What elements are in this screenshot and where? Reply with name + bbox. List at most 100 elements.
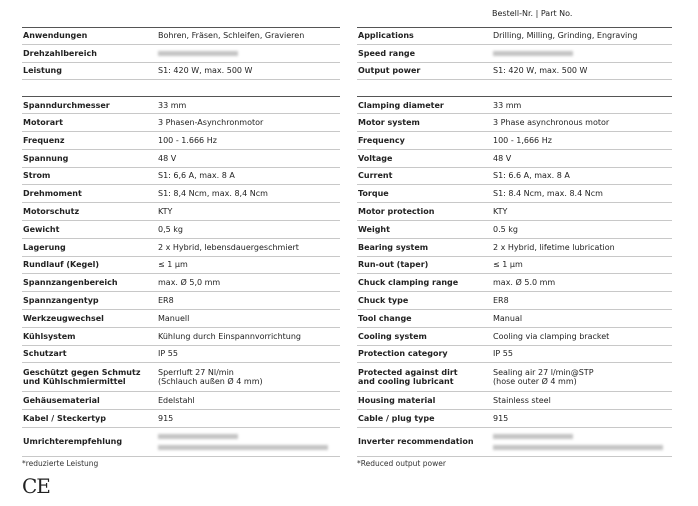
value-line: 3 Phase asynchronous motor [493,118,610,128]
spec-row: Geschützt gegen Schmutz und Kühlschmiermi… [22,363,340,393]
spec-value: IP 55 [158,346,340,363]
spec-value: S1: 8,4 Ncm, max. 8,4 Ncm [158,185,340,202]
value-line: IP 55 [493,349,513,359]
value-line: ≤ 1 µm [158,260,188,270]
ce-mark: CE [22,474,51,498]
label-line: Output power [358,66,421,76]
spec-row: Motor protection KTY [357,203,672,221]
spec-value: 915 [493,410,672,427]
label-line: Spannung [23,153,69,163]
spec-row: Gehäusematerial Edelstahl [22,392,340,411]
footnote: *reduzierte Leistung [22,459,99,468]
label-line: Chuck clamping range [358,278,459,288]
spec-row: Schutzart IP 55 [22,346,340,364]
label-line: Torque [358,189,389,199]
value-line: max. Ø 5,0 mm [158,278,221,288]
spec-value: max. Ø 5.0 mm [493,274,672,291]
spec-label: Tool change [357,310,493,327]
label-line: Werkzeugwechsel [23,313,104,323]
spec-row: Strom S1: 6,6 A, max. 8 A [22,168,340,186]
spec-label: Umrichterempfehlung [22,428,158,456]
spec-value: 48 V [158,150,340,167]
spec-value: Sealing air 27 l/min@STP (hose outer Ø 4 … [493,363,672,391]
spec-label: Applications [357,28,493,44]
label-line: Motor system [358,118,420,128]
label-line: Spannzangenbereich [23,278,118,288]
spec-label: Run-out (taper) [357,257,493,274]
spec-row: Applications Drilling, Milling, Grinding,… [357,27,672,45]
spec-value: Manual [493,310,672,327]
value-line: Cooling via clamping bracket [493,331,610,341]
redacted-value [158,444,328,450]
spec-value: IP 55 [493,346,672,363]
redacted-value [493,444,663,450]
spec-label: Motorschutz [22,203,158,220]
value-line: ER8 [158,296,174,306]
spec-label: Schutzart [22,346,158,363]
value-line: 915 [493,414,509,424]
label-line: Gewicht [23,224,60,234]
spec-value: 2 x Hybrid, lifetime lubrication [493,239,672,256]
spec-label: Drehzahlbereich [22,45,158,62]
value-line: Manual [493,313,523,323]
label-line: Current [358,171,393,181]
spec-label: Drehmoment [22,185,158,202]
value-line: 2 x Hybrid, lebensdauergeschmiert [158,242,299,252]
value-line: S1: 420 W, max. 500 W [158,66,253,76]
spec-value [493,428,672,456]
spec-value: 3 Phase asynchronous motor [493,114,672,131]
spec-row: Gewicht 0,5 kg [22,221,340,239]
spec-value: ER8 [493,292,672,309]
spec-row: Weight 0.5 kg [357,221,672,239]
spec-label: Spannzangenbereich [22,274,158,291]
spec-row: Current S1: 6.6 A, max. 8 A [357,168,672,186]
spec-value [158,45,340,62]
spec-label: Clamping diameter [357,97,493,113]
spec-label: Spannzangentyp [22,292,158,309]
spec-label: Geschützt gegen Schmutz und Kühlschmiermi… [22,363,158,391]
spec-value: 48 V [493,150,672,167]
label-line: Tool change [358,313,412,323]
label-line: Protection category [358,349,448,359]
spec-row: Umrichterempfehlung [22,428,340,457]
label-line: Strom [23,171,51,181]
value-line: S1: 8.4 Ncm, max. 8.4 Ncm [493,189,603,199]
spec-row: Protection category IP 55 [357,346,672,364]
spec-value: Bohren, Fräsen, Schleifen, Gravieren [158,28,340,44]
spec-row: Protected against dirt and cooling lubric… [357,363,672,393]
label-line: Inverter recommendation [358,437,474,447]
spec-row: Frequenz 100 - 1.666 Hz [22,132,340,150]
label-line: Motorart [23,118,63,128]
label-line: Frequenz [23,135,65,145]
spec-row: Cooling system Cooling via clamping brack… [357,328,672,346]
value-line: (hose outer Ø 4 mm) [493,377,577,387]
label-line: Bearing system [358,242,429,252]
part-no-header: Bestell-Nr. | Part No. [492,9,573,18]
spec-label: Protection category [357,346,493,363]
spec-value: 33 mm [493,97,672,113]
spec-value: 0.5 kg [493,221,672,238]
spec-value [158,428,340,456]
spec-value: 33 mm [158,97,340,113]
value-line: KTY [493,207,508,217]
footnote: *Reduced output power [357,459,446,468]
value-line: S1: 420 W, max. 500 W [493,66,588,76]
spec-label: Werkzeugwechsel [22,310,158,327]
value-line: Sealing air 27 l/min@STP [493,368,594,378]
spec-label: Spanndurchmesser [22,97,158,113]
spec-row: Kühlsystem Kühlung durch Einspannvorricht… [22,328,340,346]
label-line: Kabel / Steckertyp [23,414,106,424]
value-line: 2 x Hybrid, lifetime lubrication [493,242,615,252]
redacted-value [493,433,573,439]
spec-row: Spannung 48 V [22,150,340,168]
redacted-value [158,50,238,56]
value-line: Manuell [158,313,190,323]
value-line: 3 Phasen-Asynchronmotor [158,118,264,128]
spec-label: Leistung [22,63,158,80]
spec-row: Voltage 48 V [357,150,672,168]
label-line: Spanndurchmesser [23,100,110,110]
spec-label: Rundlauf (Kegel) [22,257,158,274]
value-line: 48 V [158,153,177,163]
value-line: 915 [158,414,174,424]
label-line: Motorschutz [23,207,80,217]
